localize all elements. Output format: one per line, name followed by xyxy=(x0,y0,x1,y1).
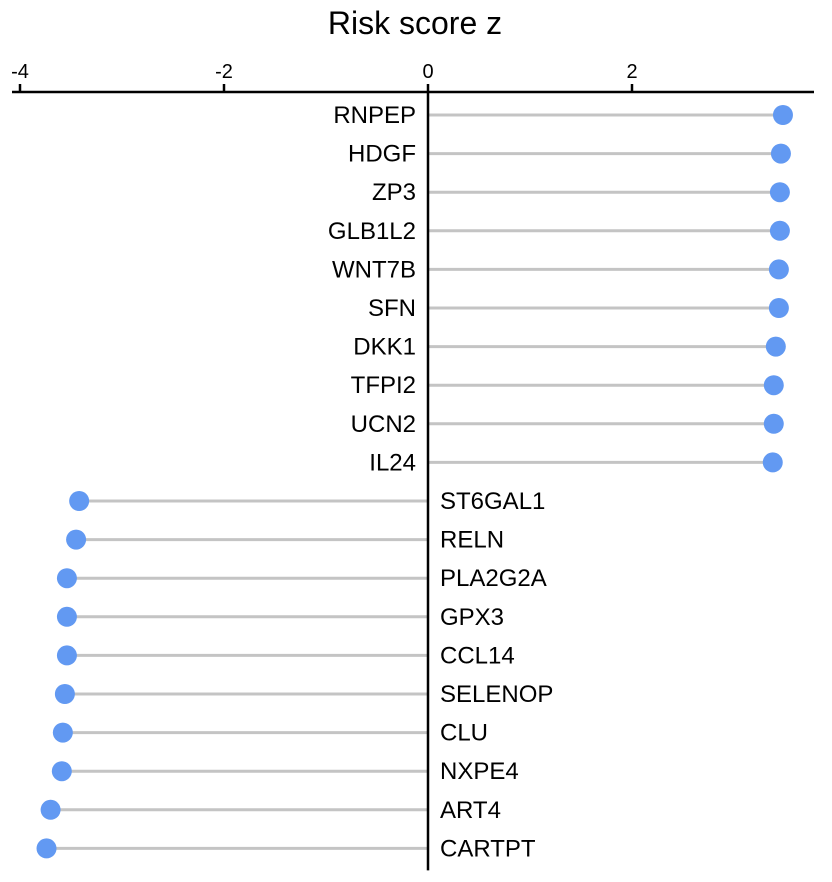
point-hdgf xyxy=(770,143,791,164)
gene-label-sfn: SFN xyxy=(368,295,416,322)
gene-label-wnt7b: WNT7B xyxy=(332,256,416,283)
point-rnpep xyxy=(772,105,793,125)
gene-label-hdgf: HDGF xyxy=(348,141,416,168)
gene-label-gpx3: GPX3 xyxy=(440,604,504,631)
point-zp3 xyxy=(769,182,790,203)
gene-label-pla2g2a: PLA2G2A xyxy=(440,565,547,592)
points xyxy=(36,105,793,859)
gene-label-st6gal1: ST6GAL1 xyxy=(440,488,545,515)
point-glb1l2 xyxy=(769,220,790,241)
gene-label-tfpi2: TFPI2 xyxy=(351,372,416,399)
gene-label-reln: RELN xyxy=(440,527,504,554)
stems xyxy=(46,113,783,850)
point-wnt7b xyxy=(768,259,789,280)
point-ccl14 xyxy=(56,645,77,666)
point-gpx3 xyxy=(56,606,77,627)
x-axis-ticks: -4 -2 0 2 xyxy=(11,61,638,92)
point-ucn2 xyxy=(763,413,784,434)
gene-label-dkk1: DKK1 xyxy=(353,334,416,361)
point-pla2g2a xyxy=(56,568,77,589)
point-selenop xyxy=(54,684,75,704)
point-il24 xyxy=(762,452,783,473)
x-tick-label: -4 xyxy=(11,61,29,83)
point-cartpt xyxy=(36,838,57,859)
gene-label-selenop: SELENOP xyxy=(440,681,553,708)
point-nxpe4 xyxy=(51,761,72,782)
x-tick-label: -2 xyxy=(215,61,233,83)
gene-label-ccl14: CCL14 xyxy=(440,642,515,669)
x-tick-label: 2 xyxy=(626,61,637,83)
gene-label-clu: CLU xyxy=(440,720,488,747)
gene-label-rnpep: RNPEP xyxy=(333,102,416,129)
gene-label-glb1l2: GLB1L2 xyxy=(328,218,416,245)
gene-labels: RNPEP HDGF ZP3 GLB1L2 WNT7B SFN DKK1 TFPI2 UCN2 I… xyxy=(328,102,553,862)
point-tfpi2 xyxy=(763,375,784,396)
point-dkk1 xyxy=(765,336,786,357)
gene-label-ucn2: UCN2 xyxy=(351,411,416,438)
point-art4 xyxy=(40,799,61,820)
point-st6gal1 xyxy=(69,491,90,511)
point-sfn xyxy=(768,298,789,318)
gene-label-il24: IL24 xyxy=(369,449,416,476)
gene-label-cartpt: CARTPT xyxy=(440,835,536,862)
gene-label-zp3: ZP3 xyxy=(372,179,416,206)
point-clu xyxy=(52,722,73,743)
gene-label-art4: ART4 xyxy=(440,797,501,824)
x-axis-title: Risk score z xyxy=(328,5,502,41)
point-reln xyxy=(66,529,87,550)
x-tick-label: 0 xyxy=(422,61,433,83)
gene-label-nxpe4: NXPE4 xyxy=(440,758,519,785)
